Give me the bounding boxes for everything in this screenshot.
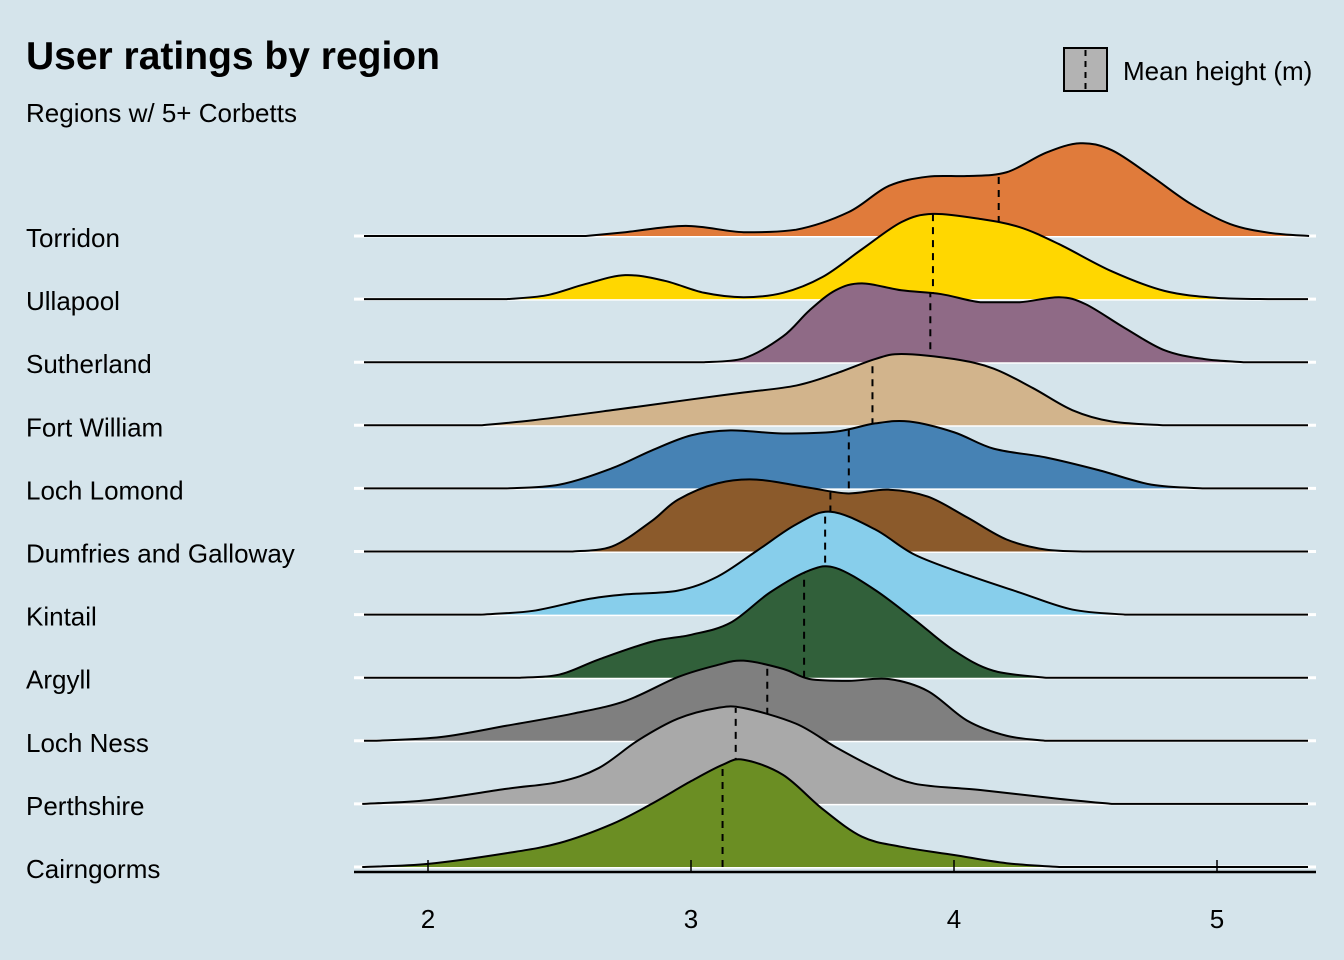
y-label-argyll: Argyll	[26, 665, 91, 695]
y-label-loch-lomond: Loch Lomond	[26, 475, 184, 505]
y-axis-labels: Torridon Ullapool Sutherland Fort William Lo…	[26, 223, 295, 884]
ridges	[362, 142, 1310, 868]
ridge-outline-loch-lomond	[364, 419, 1308, 490]
ridge-fill-loch-ness	[375, 660, 1047, 741]
ridge-outline-argyll	[364, 565, 1308, 679]
y-label-dumfries-and-galloway: Dumfries and Galloway	[26, 539, 295, 569]
ridge-sutherland	[364, 282, 1308, 364]
ridge-fill-torridon	[585, 143, 1310, 236]
ridge-outline-torridon	[364, 142, 1310, 237]
chart-title: User ratings by region	[26, 35, 440, 78]
ridge-outline-cairngorms	[362, 758, 1308, 868]
legend-label: Mean height (m)	[1123, 56, 1312, 86]
ridge-fill-argyll	[520, 566, 1047, 678]
chart-subtitle: Regions w/ 5+ Corbetts	[26, 98, 297, 128]
y-label-loch-ness: Loch Ness	[26, 728, 149, 758]
ridge-fill-cairngorms	[362, 759, 1060, 867]
y-label-perthshire: Perthshire	[26, 791, 145, 821]
ridge-cairngorms	[362, 758, 1308, 868]
ridge-torridon	[364, 142, 1310, 237]
y-label-torridon: Torridon	[26, 223, 120, 253]
x-tick-label-2: 2	[421, 904, 435, 934]
ridge-fill-perthshire	[362, 706, 1112, 804]
x-ticks: 2 3 4 5	[421, 860, 1224, 934]
y-label-cairngorms: Cairngorms	[26, 854, 160, 884]
ridge-outline-sutherland	[364, 282, 1308, 364]
ridge-ullapool	[364, 212, 1308, 301]
x-tick-label-3: 3	[684, 904, 698, 934]
ridge-fill-fort-william	[480, 353, 1165, 426]
legend: Mean height (m)	[1063, 47, 1312, 92]
ridge-loch-lomond	[364, 419, 1308, 490]
ridge-fort-william	[364, 352, 1308, 427]
ridge-outline-fort-william	[364, 352, 1308, 427]
y-label-fort-william: Fort William	[26, 412, 163, 442]
y-label-ullapool: Ullapool	[26, 286, 120, 316]
ridge-fill-loch-lomond	[506, 420, 1204, 489]
ridge-fill-ullapool	[506, 213, 1270, 300]
x-tick-label-5: 5	[1210, 904, 1224, 934]
ridge-outline-ullapool	[364, 212, 1308, 301]
ridge-fill-sutherland	[704, 283, 1244, 363]
ridge-fill-kintail	[480, 511, 1125, 615]
y-label-kintail: Kintail	[26, 602, 97, 632]
ridge-loch-ness	[364, 659, 1308, 742]
x-axis: 2 3 4 5	[354, 860, 1316, 934]
ridge-outline-loch-ness	[364, 659, 1308, 742]
y-label-sutherland: Sutherland	[26, 349, 152, 379]
x-tick-label-4: 4	[947, 904, 961, 934]
ridge-outline-perthshire	[362, 705, 1308, 805]
ridge-argyll	[364, 565, 1308, 679]
ridge-outline-dumfries-and-galloway	[364, 478, 1308, 553]
ridge-outline-kintail	[364, 510, 1308, 616]
